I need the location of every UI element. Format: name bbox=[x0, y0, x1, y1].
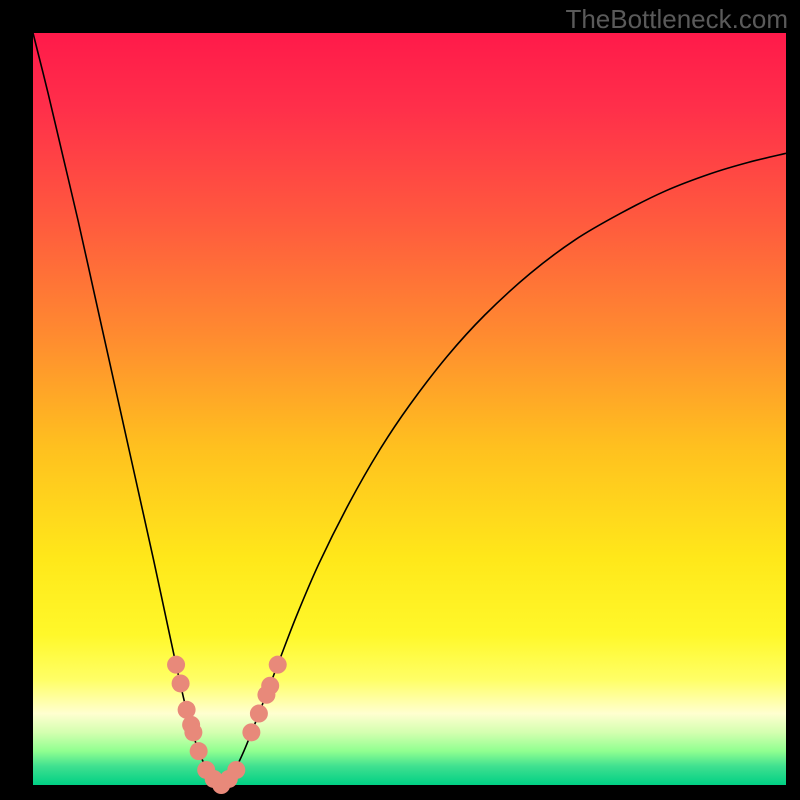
scatter-point bbox=[167, 656, 185, 674]
curve-layer bbox=[0, 0, 800, 800]
scatter-point bbox=[250, 705, 268, 723]
chart-frame: TheBottleneck.com bbox=[0, 0, 800, 800]
scatter-point bbox=[227, 761, 245, 779]
scatter-point bbox=[269, 656, 287, 674]
scatter-point bbox=[184, 723, 202, 741]
scatter-point bbox=[172, 674, 190, 692]
scatter-point bbox=[190, 742, 208, 760]
v-curve-path bbox=[33, 33, 786, 785]
watermark-text: TheBottleneck.com bbox=[565, 4, 788, 35]
scatter-point bbox=[242, 723, 260, 741]
scatter-group bbox=[167, 656, 287, 794]
scatter-point bbox=[261, 677, 279, 695]
